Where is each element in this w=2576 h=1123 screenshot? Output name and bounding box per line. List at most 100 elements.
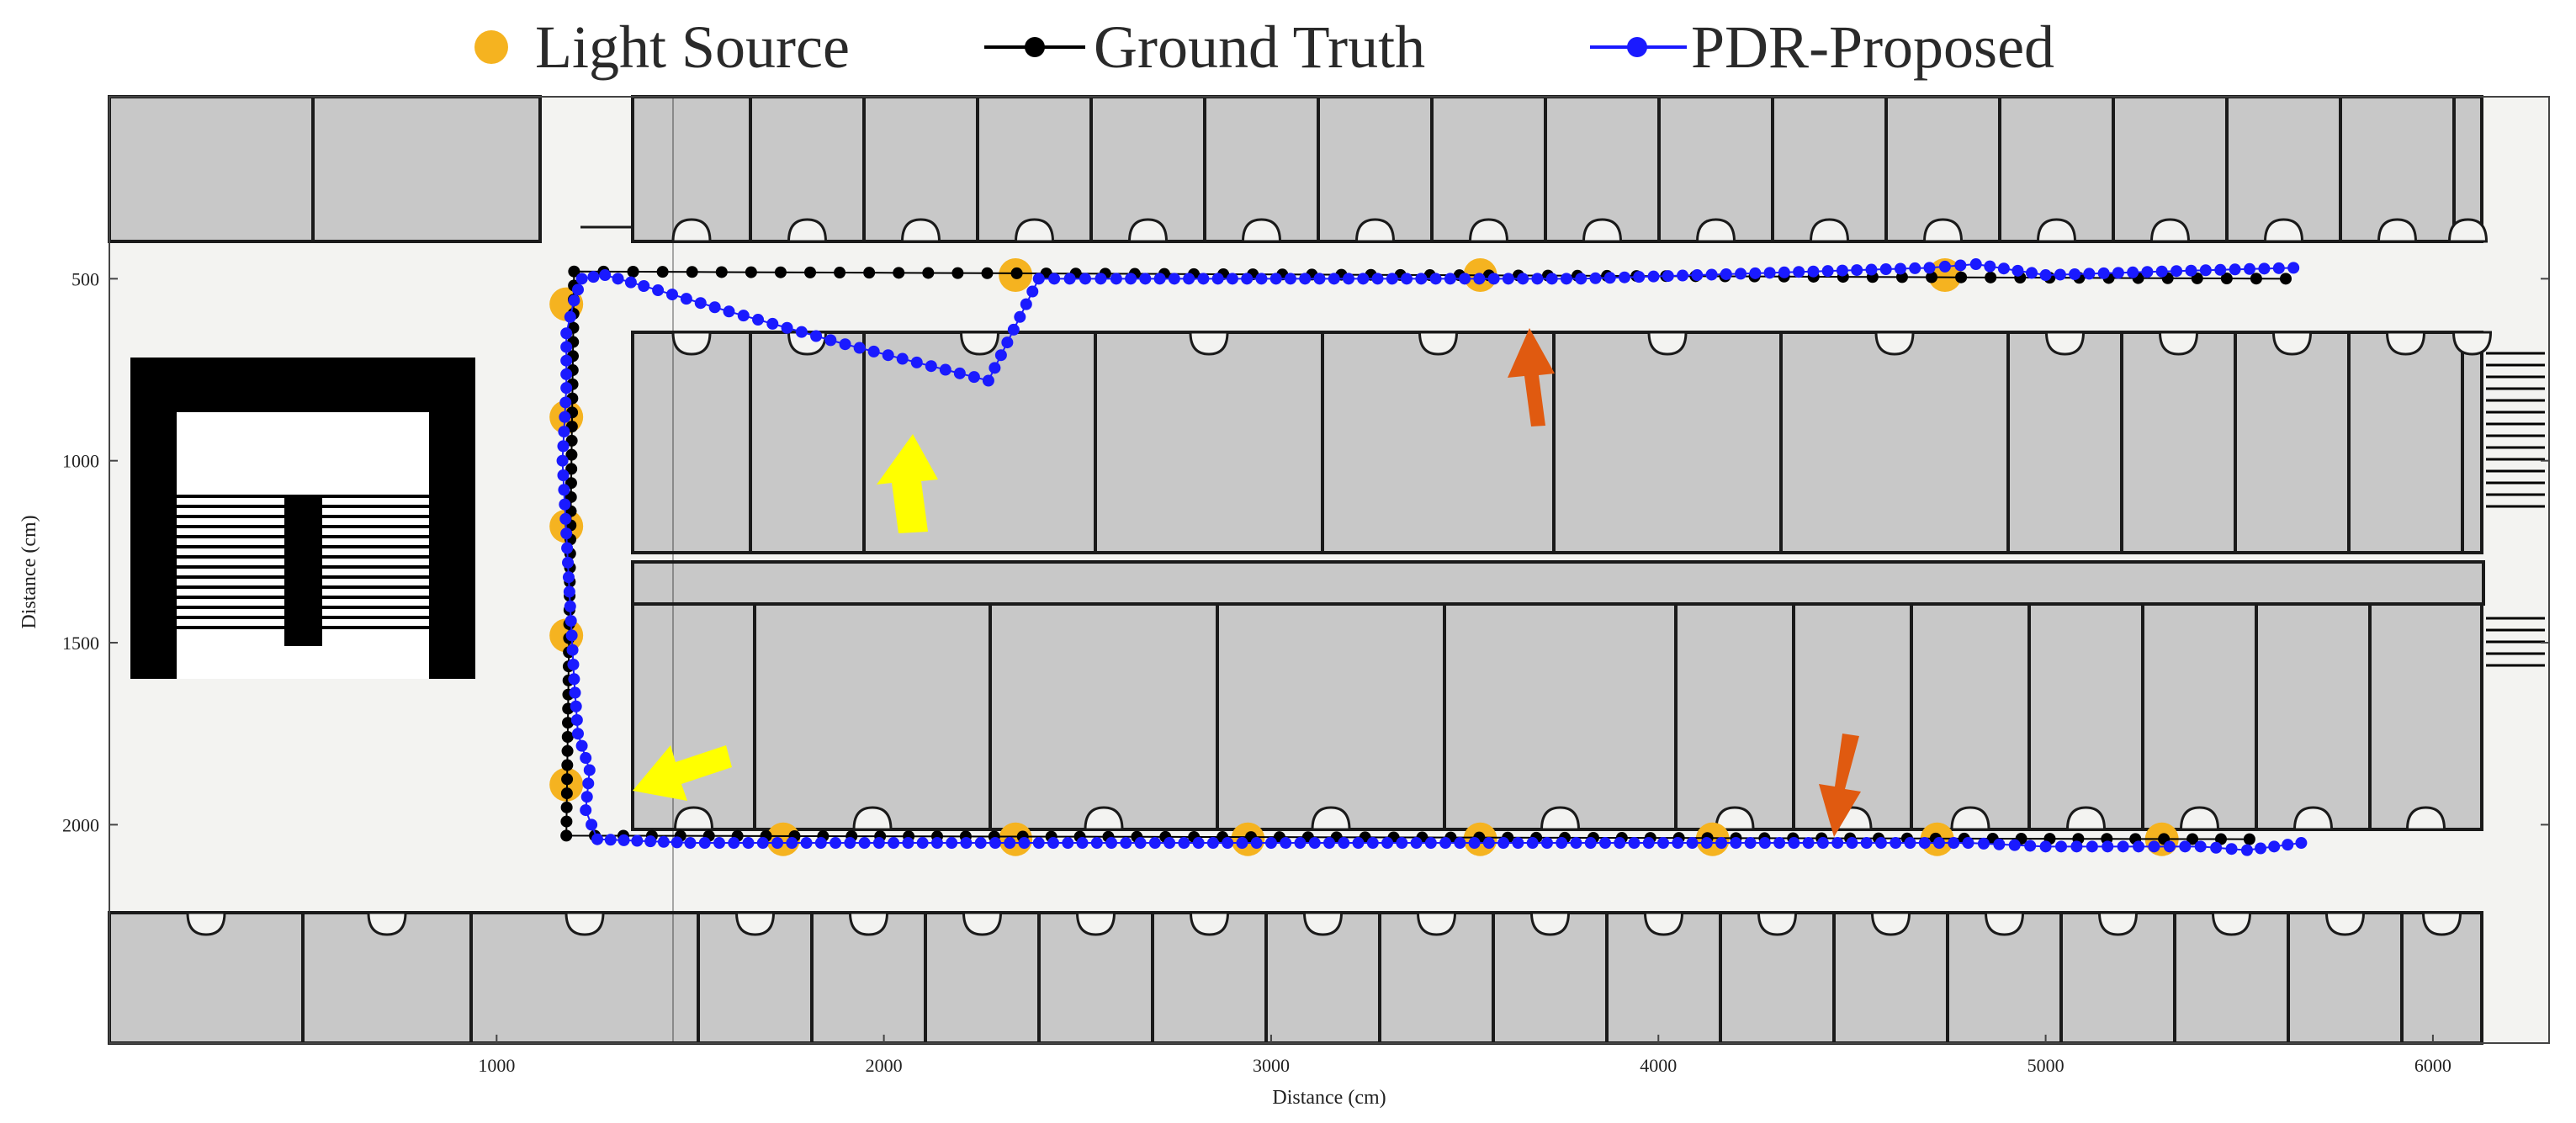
pdr-proposed-point	[1468, 837, 1481, 850]
pdr-proposed-point	[2194, 840, 2207, 853]
pdr-proposed-point	[1163, 837, 1176, 850]
pdr-proposed-point	[1657, 837, 1670, 850]
pdr-proposed-point	[1831, 837, 1844, 850]
pdr-proposed-point	[982, 374, 994, 387]
right-stairs	[2486, 352, 2545, 667]
legend-pdr-label: PDR-Proposed	[1691, 13, 2054, 81]
pdr-proposed-point	[2171, 265, 2183, 278]
pdr-proposed-point	[1076, 837, 1089, 850]
pdr-proposed-point	[771, 837, 784, 850]
pdr-proposed-point	[599, 269, 612, 282]
room	[2461, 331, 2483, 554]
ground-truth-point	[981, 267, 994, 279]
pdr-proposed-point	[1110, 273, 1122, 285]
pdr-proposed-point	[1865, 263, 1878, 276]
ground-truth-point	[2214, 833, 2227, 845]
door-notch	[1647, 331, 1688, 356]
x-tick-label: 6000	[2414, 1055, 2451, 1076]
pdr-proposed-point	[1323, 837, 1335, 850]
pdr-proposed-point	[1134, 837, 1147, 850]
pdr-proposed-point	[1079, 273, 1091, 285]
pdr-proposed-point	[2012, 264, 2024, 277]
pdr-proposed-point	[565, 629, 578, 642]
pdr-proposed-point	[1720, 268, 1732, 280]
rooms-top-row	[631, 95, 2489, 243]
ground-truth-point	[1955, 271, 1968, 283]
legend-ground-truth-label: Ground Truth	[1094, 13, 1425, 81]
pdr-proposed-point	[564, 615, 577, 628]
door-notch	[2447, 218, 2489, 243]
ground-truth-point	[2250, 273, 2262, 285]
pdr-proposed-point	[1993, 838, 2006, 850]
pdr-proposed-point	[2282, 839, 2294, 851]
pdr-proposed-point	[556, 454, 569, 467]
pdr-proposed-point	[960, 837, 973, 850]
pdr-proposed-point	[1618, 271, 1630, 283]
pdr-proposed-point	[562, 556, 575, 569]
pdr-proposed-point	[617, 834, 630, 846]
pdr-proposed-point	[1105, 837, 1118, 850]
room-top-left-1	[108, 95, 315, 243]
pdr-proposed-point	[1948, 837, 1960, 850]
pdr-proposed-point	[752, 314, 765, 326]
pdr-proposed-point	[1962, 837, 1974, 850]
pdr-proposed-point	[888, 837, 900, 850]
annotation-arrows	[633, 328, 1861, 837]
pdr-proposed-point	[1095, 273, 1107, 285]
pdr-proposed-point	[1938, 260, 1951, 273]
pdr-proposed-point	[872, 837, 885, 850]
pdr-proposed-point	[698, 837, 711, 850]
pdr-proposed-point	[570, 713, 583, 726]
pdr-proposed-point	[1894, 262, 1906, 275]
ground-truth-point	[565, 448, 578, 461]
pdr-proposed-point	[564, 310, 576, 323]
pdr-proposed-point	[2070, 840, 2083, 853]
ground-truth-point	[863, 267, 876, 279]
pdr-proposed-point	[1836, 264, 1848, 277]
room	[749, 331, 866, 554]
pdr-proposed-point	[781, 321, 793, 334]
pdr-proposed-point	[1014, 310, 1026, 323]
pdr-proposed-point	[1007, 323, 1020, 336]
pdr-proposed-point	[1026, 285, 1039, 298]
pdr-proposed-point	[568, 673, 580, 686]
pdr-proposed-point	[882, 349, 894, 362]
pdr-proposed-point	[800, 837, 813, 850]
pdr-proposed-point	[587, 271, 600, 283]
pdr-proposed-point	[1090, 837, 1103, 850]
pdr-proposed-point	[570, 700, 582, 712]
pdr-proposed-point	[560, 354, 573, 367]
door-notch	[1241, 218, 1282, 243]
pdr-proposed-point	[1120, 837, 1132, 850]
pdr-proposed-point	[839, 338, 851, 351]
ground-truth-point	[561, 730, 574, 743]
door-notch	[2179, 806, 2220, 831]
pdr-proposed-point	[953, 367, 966, 379]
pdr-proposed-point	[1352, 837, 1365, 850]
pdr-proposed-point	[2244, 262, 2256, 275]
pdr-proposed-point	[1575, 273, 1587, 285]
pdr-proposed-point	[896, 352, 909, 365]
pdr-proposed-point	[2268, 840, 2281, 853]
pdr-proposed-point	[2163, 840, 2176, 853]
pdr-proposed-point	[582, 777, 595, 790]
pdr-proposed-point	[1556, 837, 1568, 850]
ground-truth-point	[2220, 273, 2233, 285]
pdr-proposed-point	[2069, 268, 2081, 280]
room	[989, 602, 1219, 831]
pdr-proposed-point	[1793, 266, 1805, 278]
y-tick-label: 1000	[62, 451, 99, 472]
pdr-proposed-point	[580, 752, 592, 765]
pdr-proposed-point	[1807, 265, 1820, 278]
pdr-proposed-point	[1763, 267, 1776, 279]
y-axis-title: Distance (cm)	[19, 515, 40, 628]
pdr-proposed-point	[830, 837, 842, 850]
pdr-proposed-point	[567, 659, 580, 670]
ground-truth-point	[560, 787, 573, 800]
pdr-proposed-point	[1633, 271, 1646, 283]
pdr-proposed-point	[1236, 837, 1248, 850]
pdr-proposed-point	[583, 764, 596, 776]
pdr-proposed-point	[742, 837, 755, 850]
pdr-proposed-point	[2240, 844, 2253, 856]
